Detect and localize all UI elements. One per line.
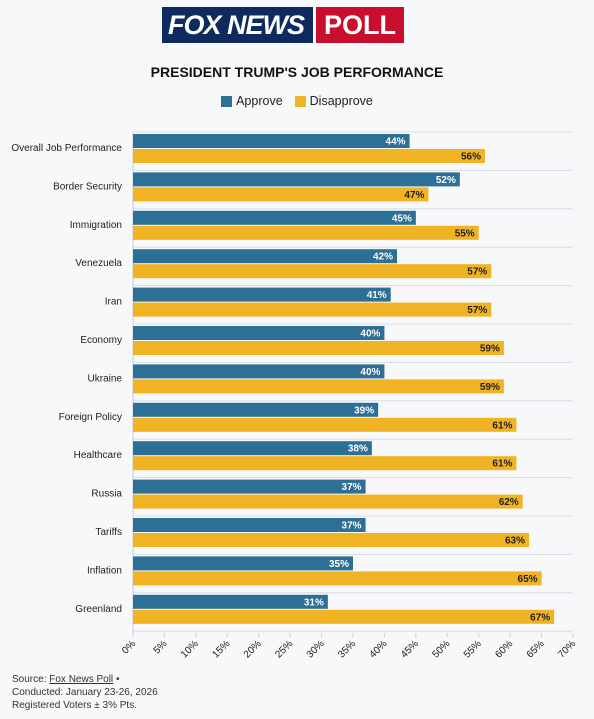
- bar-disapprove: [133, 417, 517, 432]
- bar-disapprove: [133, 379, 504, 394]
- legend-item-approve: Approve: [221, 94, 283, 108]
- x-tick-label: 45%: [399, 638, 421, 660]
- x-tick-label: 10%: [179, 638, 201, 660]
- bar-disapprove: [133, 302, 492, 317]
- data-label-approve: 38%: [348, 444, 368, 455]
- data-label-disapprove: 63%: [505, 536, 525, 547]
- category-label: Greenland: [75, 604, 122, 615]
- data-label-disapprove: 62%: [499, 497, 519, 508]
- bar-approve: [133, 594, 328, 609]
- legend-swatch-approve: [221, 95, 233, 107]
- data-label-disapprove: 67%: [530, 612, 550, 623]
- category-label: Ukraine: [88, 373, 123, 384]
- x-tick-label: 30%: [305, 638, 327, 660]
- bar-approve: [133, 556, 353, 571]
- x-tick-label: 55%: [462, 638, 484, 660]
- data-label-disapprove: 56%: [461, 152, 481, 163]
- data-label-approve: 44%: [386, 137, 406, 148]
- x-tick-label: 65%: [525, 638, 547, 660]
- data-label-disapprove: 57%: [467, 305, 487, 316]
- data-label-approve: 37%: [342, 521, 362, 532]
- bar-approve: [133, 134, 410, 148]
- source-note: Source: Fox News Poll • Conducted: Janua…: [12, 673, 158, 712]
- bar-disapprove: [133, 494, 523, 509]
- bar-disapprove: [133, 264, 492, 279]
- data-label-disapprove: 59%: [480, 382, 500, 393]
- source-suffix: •: [115, 674, 120, 685]
- x-tick-label: 15%: [210, 638, 232, 660]
- data-label-disapprove: 55%: [455, 228, 475, 239]
- source-line: Source: Fox News Poll •: [12, 673, 158, 686]
- bar-approve: [133, 364, 385, 379]
- x-tick-label: 60%: [493, 638, 515, 660]
- data-label-disapprove: 65%: [518, 574, 538, 585]
- bar-approve: [133, 172, 460, 187]
- data-label-approve: 31%: [304, 597, 324, 608]
- category-label: Economy: [80, 335, 122, 346]
- data-label-approve: 45%: [392, 213, 412, 224]
- legend-label-disapprove: Disapprove: [309, 94, 373, 108]
- chart-title: PRESIDENT TRUMP'S JOB PERFORMANCE: [150, 64, 444, 80]
- x-tick-label: 70%: [556, 638, 578, 660]
- category-label: Russia: [91, 489, 122, 500]
- data-label-approve: 39%: [354, 405, 374, 416]
- bar-disapprove: [133, 225, 479, 240]
- bar-disapprove: [133, 187, 429, 202]
- bar-approve: [133, 479, 366, 494]
- data-label-approve: 35%: [329, 559, 349, 570]
- category-label: Venezuela: [75, 258, 122, 269]
- data-label-disapprove: 57%: [467, 267, 487, 278]
- bar-approve: [133, 441, 372, 456]
- data-label-approve: 37%: [342, 482, 362, 493]
- category-label: Inflation: [87, 565, 122, 576]
- data-label-approve: 40%: [360, 329, 380, 340]
- sample-info: Registered Voters ± 3% Pts.: [12, 700, 137, 711]
- data-label-disapprove: 59%: [480, 344, 500, 355]
- x-tick-label: 50%: [430, 638, 452, 660]
- data-label-approve: 40%: [360, 367, 380, 378]
- fox-news-poll-logo: FOX NEWS POLL: [162, 7, 405, 43]
- category-label: Immigration: [70, 220, 122, 231]
- data-label-disapprove: 61%: [492, 459, 512, 470]
- legend-swatch-disapprove: [294, 95, 306, 107]
- x-tick-label: 25%: [273, 638, 295, 660]
- bar-approve: [133, 210, 416, 225]
- category-label: Iran: [105, 297, 122, 308]
- bar-approve: [133, 287, 391, 302]
- category-label: Foreign Policy: [59, 412, 122, 423]
- x-tick-label: 35%: [336, 638, 358, 660]
- logo-fox-news: FOX NEWS: [162, 7, 314, 43]
- bar-disapprove: [133, 456, 517, 471]
- x-tick-label: 5%: [152, 638, 170, 656]
- category-label: Tariffs: [96, 527, 123, 538]
- chart-legend: Approve Disapprove: [0, 94, 594, 108]
- x-tick-label: 0%: [120, 638, 138, 656]
- category-label: Border Security: [53, 181, 122, 192]
- data-label-disapprove: 61%: [492, 420, 512, 431]
- logo-poll: POLL: [316, 7, 405, 43]
- data-label-approve: 52%: [436, 175, 456, 186]
- source-prefix: Source:: [12, 674, 47, 685]
- bar-disapprove: [133, 609, 555, 624]
- legend-item-disapprove: Disapprove: [294, 94, 373, 108]
- source-link[interactable]: Fox News Poll: [49, 674, 114, 685]
- x-tick-label: 20%: [242, 638, 264, 660]
- data-label-approve: 42%: [373, 252, 393, 263]
- bar-disapprove: [133, 341, 504, 355]
- bar-disapprove: [133, 533, 529, 547]
- bar-disapprove: [133, 149, 485, 163]
- legend-label-approve: Approve: [236, 94, 283, 108]
- data-label-approve: 41%: [367, 290, 387, 301]
- conducted-dates: Conducted: January 23-26, 2026: [12, 687, 158, 698]
- bar-approve: [133, 518, 366, 532]
- category-label: Healthcare: [74, 450, 123, 461]
- x-tick-label: 40%: [368, 638, 390, 660]
- bar-disapprove: [133, 571, 542, 586]
- bar-approve: [133, 326, 385, 340]
- bar-approve: [133, 402, 379, 417]
- bar-approve: [133, 249, 397, 264]
- category-label: Overall Job Performance: [11, 143, 122, 154]
- data-label-disapprove: 47%: [404, 190, 424, 201]
